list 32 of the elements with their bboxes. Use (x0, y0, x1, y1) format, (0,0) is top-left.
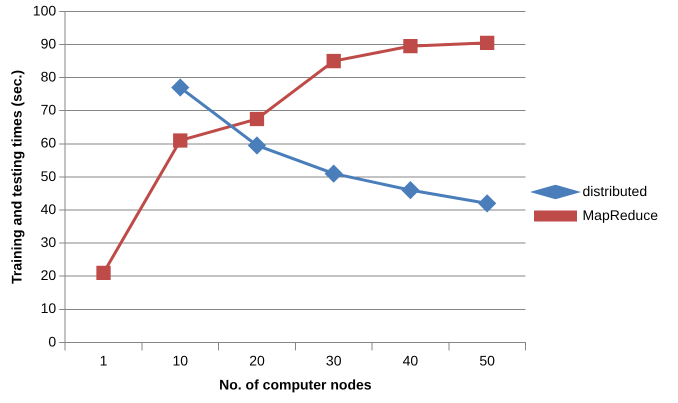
x-tick-label: 1 (100, 352, 108, 369)
y-tick-label: 70 (40, 102, 56, 118)
y-tick-label: 0 (48, 333, 56, 350)
y-tick-label: 20 (40, 267, 56, 284)
legend-label: distributed (582, 182, 648, 199)
y-tick-label: 50 (40, 168, 56, 184)
point (325, 165, 342, 182)
point (173, 133, 188, 148)
point (480, 36, 494, 50)
y-tick-label: 90 (40, 35, 56, 52)
point (326, 54, 341, 68)
point (402, 182, 419, 199)
point (478, 194, 496, 212)
point (403, 39, 418, 54)
y-tick-label: 80 (40, 68, 56, 84)
point (172, 79, 189, 96)
y-tick-label: 100 (32, 2, 56, 18)
x-tick-label: 50 (479, 352, 496, 369)
y-tick-label: 30 (40, 234, 56, 250)
point (248, 136, 266, 154)
y-axis-title: Training and testing times (sec.) (8, 70, 24, 284)
x-tick-label: 40 (402, 352, 418, 369)
x-axis-title: No. of computer nodes (219, 376, 372, 392)
legend-label: MapReduce (582, 206, 658, 223)
point (250, 112, 264, 126)
x-tick-label: 10 (172, 352, 188, 369)
x-tick-label: 30 (326, 352, 342, 369)
y-tick-label: 60 (40, 134, 56, 151)
x-tick-label: 20 (249, 352, 265, 369)
point (96, 266, 111, 280)
y-tick-label: 10 (40, 300, 56, 316)
y-tick-label: 40 (40, 200, 56, 217)
